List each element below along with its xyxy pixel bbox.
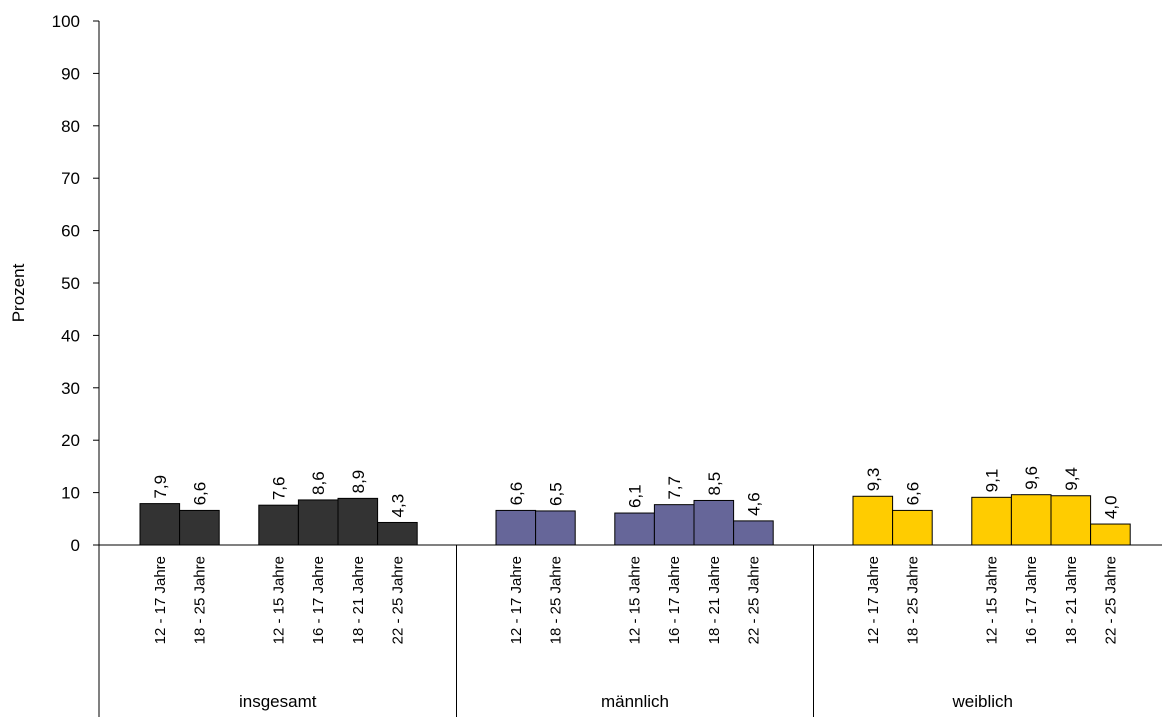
data-label: 6,6 (190, 482, 209, 506)
category-label: 12 - 15 Jahre (984, 556, 1001, 644)
category-label: 16 - 17 Jahre (666, 556, 683, 644)
data-label: 6,5 (546, 482, 565, 506)
category-label: 18 - 21 Jahre (1063, 556, 1080, 644)
category-label: 18 - 21 Jahre (706, 556, 723, 644)
y-tick-label: 40 (61, 326, 80, 345)
group-label: weiblich (952, 692, 1013, 711)
bar (1010, 494, 1052, 546)
y-tick-label: 80 (61, 117, 80, 136)
y-tick-label: 90 (61, 64, 80, 83)
data-label: 8,6 (309, 471, 328, 495)
data-label: 7,9 (151, 475, 170, 499)
y-tick-label: 30 (61, 379, 80, 398)
data-label: 9,4 (1062, 467, 1081, 491)
data-label: 6,1 (626, 484, 645, 508)
bar (892, 509, 933, 546)
category-label: 18 - 25 Jahre (191, 556, 208, 644)
bar (733, 520, 774, 546)
bar (337, 497, 379, 546)
y-axis-title: Prozent (9, 263, 28, 322)
category-label: 16 - 17 Jahre (310, 556, 327, 644)
bar (653, 504, 695, 546)
y-tick-label: 70 (61, 169, 80, 188)
bar (693, 499, 735, 546)
bar (139, 503, 181, 546)
bar (614, 512, 655, 546)
bar (495, 509, 537, 546)
bar (297, 499, 339, 546)
category-label: 12 - 17 Jahre (508, 556, 525, 644)
category-label: 22 - 25 Jahre (1102, 556, 1119, 644)
bar (1090, 523, 1131, 546)
data-label: 6,6 (903, 482, 922, 506)
bar (179, 509, 220, 546)
data-label: 9,1 (983, 469, 1002, 493)
group-label: männlich (601, 692, 669, 711)
bar (377, 521, 418, 546)
data-label: 7,6 (270, 477, 289, 501)
bar (852, 495, 894, 546)
bar (1050, 495, 1092, 546)
y-tick-label: 50 (61, 274, 80, 293)
data-label: 6,6 (507, 482, 526, 506)
category-label: 12 - 15 Jahre (627, 556, 644, 644)
y-tick-label: 20 (61, 431, 80, 450)
bar (971, 496, 1012, 546)
data-label: 4,6 (744, 492, 763, 516)
category-label: 18 - 21 Jahre (350, 556, 367, 644)
category-label: 22 - 25 Jahre (745, 556, 762, 644)
category-label: 16 - 17 Jahre (1023, 556, 1040, 644)
category-label: 12 - 15 Jahre (271, 556, 288, 644)
data-label: 4,3 (388, 494, 407, 518)
data-label: 7,7 (665, 476, 684, 500)
data-label: 9,3 (864, 468, 883, 492)
category-label: 18 - 25 Jahre (547, 556, 564, 644)
bar (258, 504, 299, 546)
group-label: insgesamt (239, 692, 317, 711)
data-label: 8,5 (705, 472, 724, 496)
data-label: 8,9 (349, 470, 368, 494)
data-label: 9,6 (1022, 466, 1041, 490)
category-label: 22 - 25 Jahre (389, 556, 406, 644)
y-tick-label: 10 (61, 484, 80, 503)
category-label: 12 - 17 Jahre (152, 556, 169, 644)
category-label: 12 - 17 Jahre (865, 556, 882, 644)
data-label: 4,0 (1101, 495, 1120, 519)
y-tick-label: 100 (52, 12, 80, 31)
y-tick-label: 60 (61, 222, 80, 241)
bar (535, 510, 576, 546)
category-label: 18 - 25 Jahre (904, 556, 921, 644)
y-tick-label: 0 (71, 536, 80, 555)
